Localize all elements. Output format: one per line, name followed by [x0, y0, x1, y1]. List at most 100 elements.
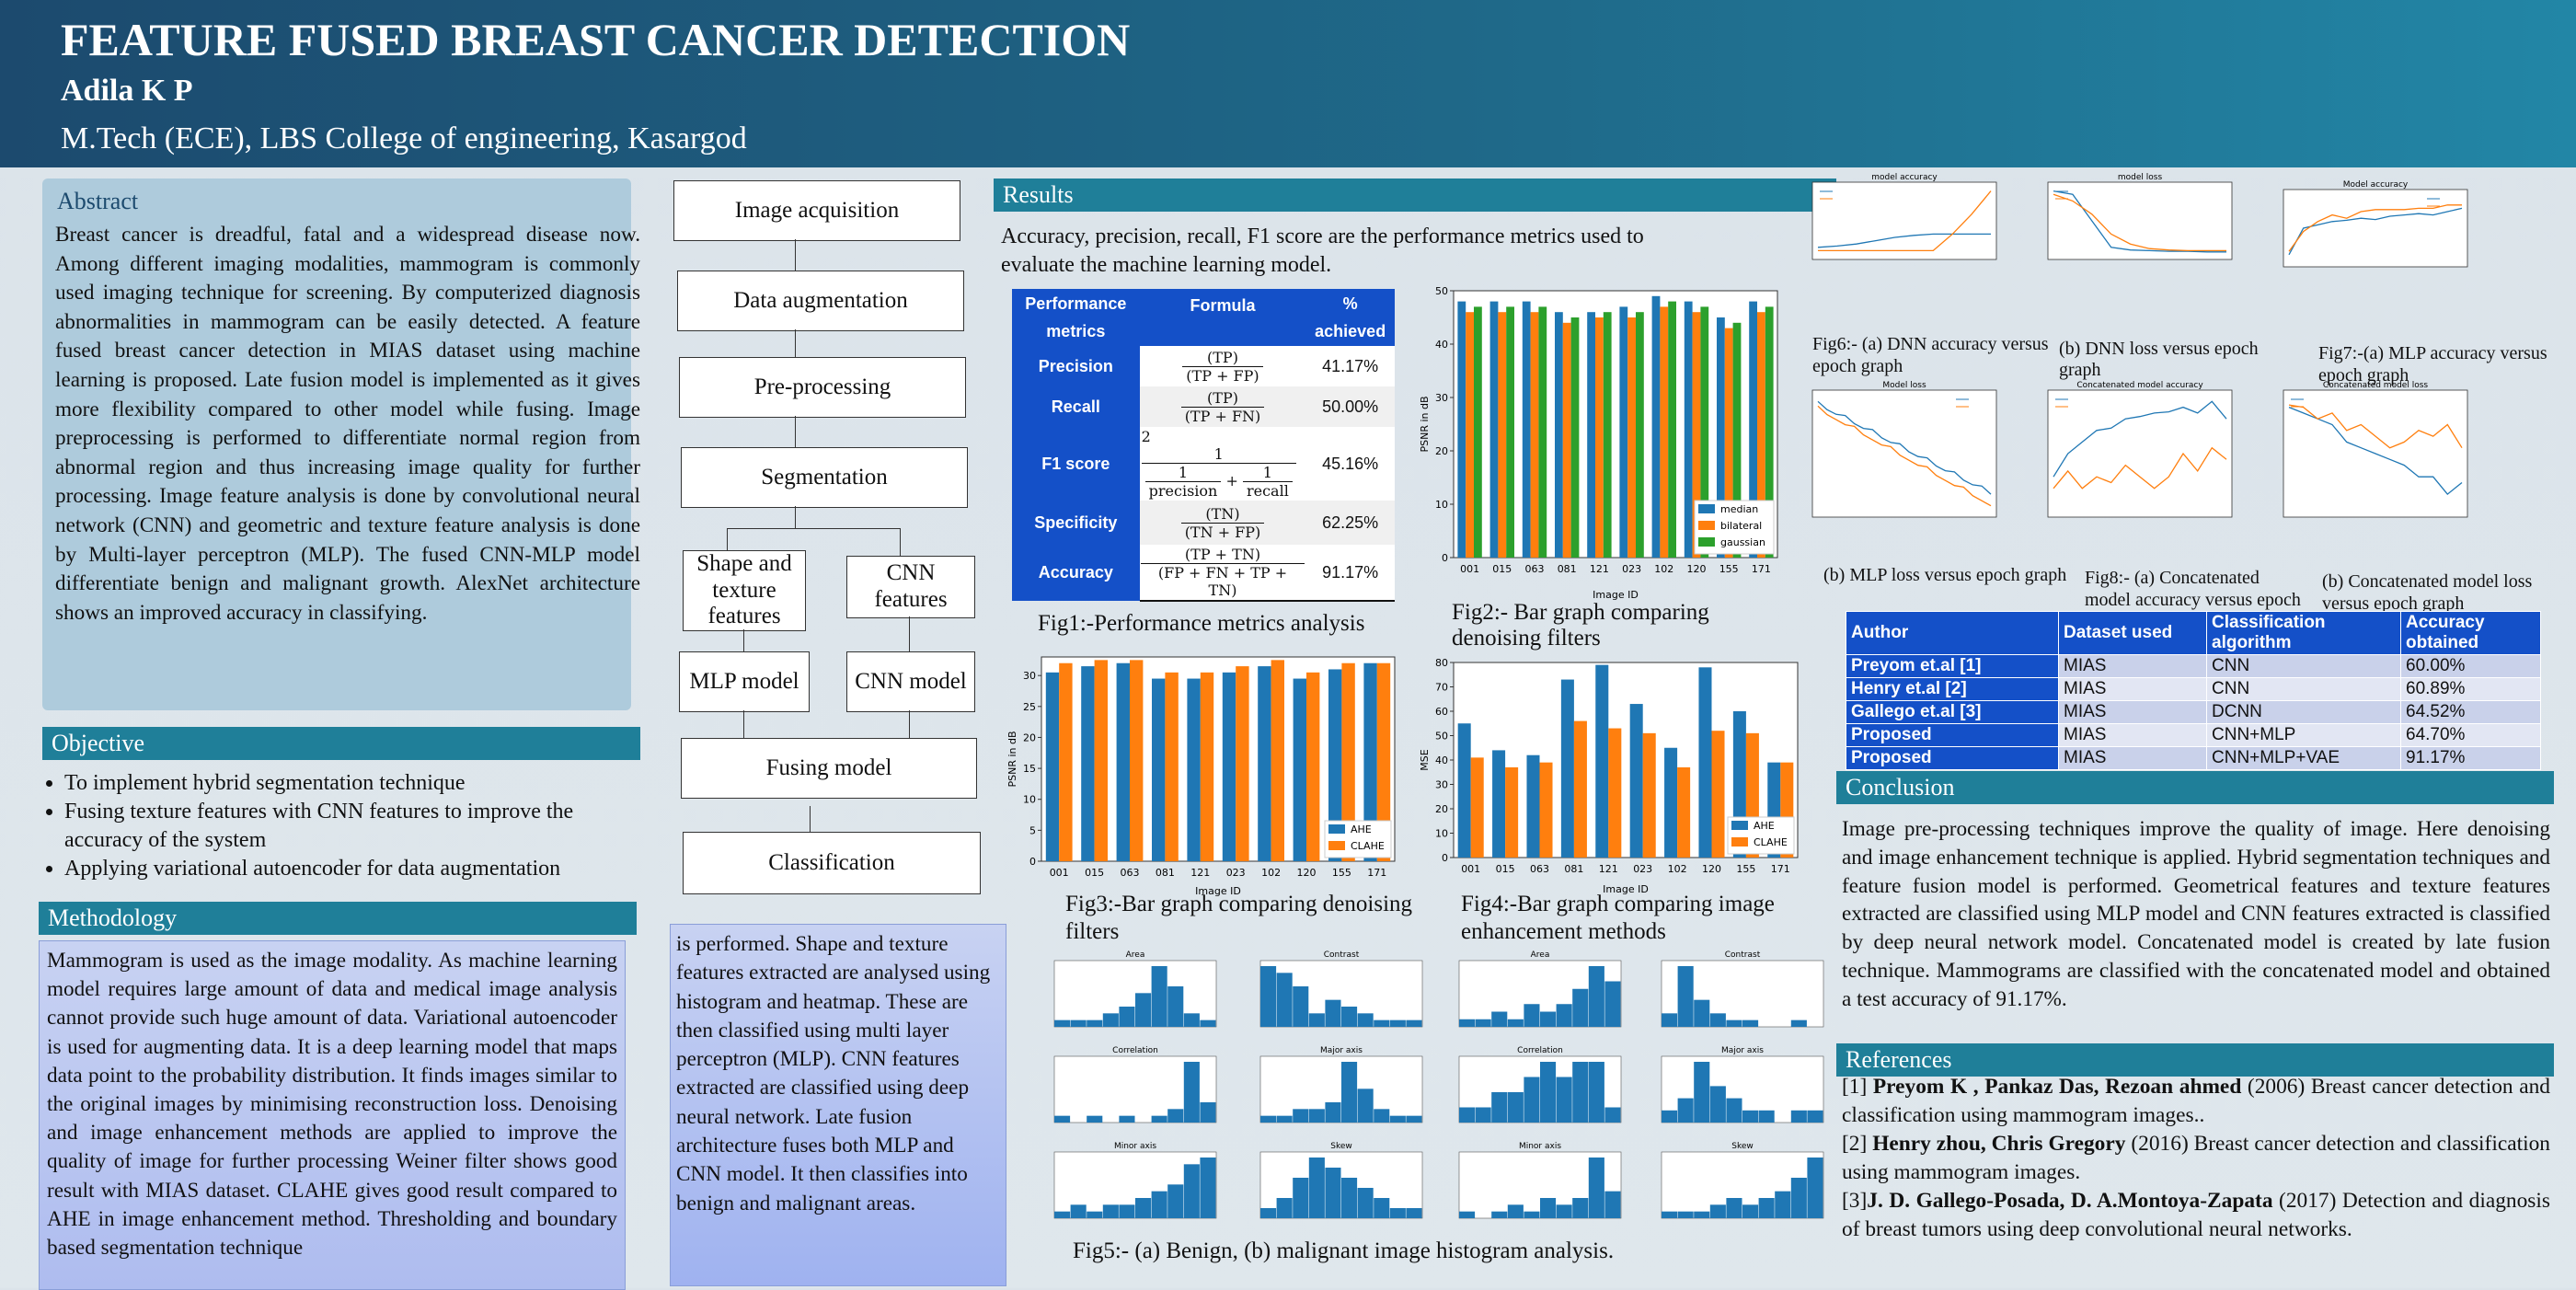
plot-line — [2053, 446, 2227, 490]
histogram-bar — [1389, 1208, 1406, 1218]
flow-image-acquisition: Image acquisition — [673, 180, 960, 241]
perf-value: 50.00% — [1305, 386, 1395, 427]
bar — [1116, 662, 1130, 861]
bar — [1608, 728, 1622, 858]
bar — [1530, 312, 1539, 558]
histogram-bar — [1790, 1019, 1807, 1027]
formula-num: (TP) — [1182, 349, 1263, 367]
y-tick-label: 20 — [1435, 445, 1448, 457]
x-tick-label: 121 — [1599, 863, 1618, 875]
poster-title: FEATURE FUSED BREAST CANCER DETECTION — [61, 14, 1131, 65]
histogram-bar — [1308, 1158, 1325, 1218]
bar — [1306, 672, 1320, 861]
plot-line — [2288, 204, 2462, 252]
histogram-bar — [1694, 1211, 1710, 1218]
bar — [1757, 312, 1765, 558]
flow-data-augmentation: Data augmentation — [677, 271, 964, 331]
histogram-bar — [1389, 1019, 1406, 1027]
histogram-bar — [1200, 1158, 1216, 1218]
comparison-table: Author Dataset used Classification algor… — [1846, 611, 2541, 770]
formula-precision: precision — [1148, 482, 1218, 500]
y-tick-label: 50 — [1435, 285, 1448, 297]
bar — [1668, 301, 1676, 558]
histogram-bar — [1374, 1198, 1390, 1218]
formula-num: (TP) — [1180, 389, 1265, 408]
histogram-bar — [1406, 1019, 1422, 1027]
objective-heading: Objective — [42, 727, 640, 760]
plot-line — [1817, 405, 1992, 507]
histogram-bar — [1293, 1109, 1309, 1123]
histogram-bar — [1341, 1178, 1358, 1218]
histogram-bar — [1807, 1158, 1823, 1218]
histogram-bar — [1709, 1204, 1726, 1218]
histogram-bar — [1119, 1204, 1135, 1218]
legend-label: median — [1720, 503, 1758, 515]
histogram: Correlation — [1458, 1046, 1622, 1123]
bar — [1570, 317, 1580, 558]
histogram-bar — [1183, 1062, 1200, 1123]
x-tick-label: 015 — [1492, 563, 1512, 575]
plot-title: Model accuracy — [2343, 180, 2409, 190]
y-tick-label: 0 — [1442, 852, 1448, 864]
cmp-head: Dataset used — [2058, 611, 2207, 655]
histogram-bar — [1726, 1198, 1742, 1218]
x-tick-label: 120 — [1702, 863, 1721, 875]
histogram-bar — [1308, 1013, 1325, 1027]
bar — [1562, 322, 1571, 558]
formula-one: 1 — [1144, 464, 1222, 482]
histogram-bar — [1308, 1109, 1325, 1123]
histogram-bar — [1389, 1115, 1406, 1123]
histogram-bar — [1341, 1062, 1358, 1123]
bar — [1539, 762, 1553, 858]
histogram-bar — [1406, 1208, 1422, 1218]
y-axis-label: MSE — [1419, 749, 1431, 770]
plot-line — [1817, 233, 1991, 248]
x-tick-label: 063 — [1525, 563, 1545, 575]
x-tick-label: 081 — [1564, 863, 1583, 875]
histogram-bar — [1540, 1198, 1557, 1218]
x-tick-label: 015 — [1085, 867, 1104, 879]
histogram-bar — [1054, 1211, 1071, 1218]
histogram-bar — [1491, 1211, 1508, 1218]
legend-label: CLAHE — [1351, 840, 1385, 852]
bar — [1152, 678, 1166, 861]
formula-plus: + — [1225, 472, 1238, 490]
histogram-bar — [1572, 1062, 1589, 1123]
histogram-title: Skew — [1330, 1142, 1352, 1151]
formula-den: (TP + FN) — [1184, 407, 1261, 425]
histogram-bar — [1726, 1019, 1742, 1027]
x-axis-label: Image ID — [1603, 883, 1649, 894]
x-tick-label: 155 — [1736, 863, 1755, 875]
formula-recall: recall — [1246, 482, 1289, 500]
formula-two: 2 — [1141, 428, 1151, 445]
bar — [1470, 757, 1484, 858]
x-tick-label: 015 — [1496, 863, 1515, 875]
histogram-bar — [1151, 1191, 1167, 1218]
histogram-bar — [1662, 1013, 1678, 1027]
histogram-title: Contrast — [1725, 950, 1761, 960]
bar — [1627, 317, 1636, 558]
histogram-bar — [1540, 1062, 1557, 1123]
histogram-title: Minor axis — [1519, 1142, 1561, 1151]
bar — [1526, 754, 1540, 858]
x-axis-label: Image ID — [1593, 589, 1639, 600]
y-tick-label: 20 — [1435, 803, 1448, 815]
bar — [1222, 672, 1236, 861]
histogram-bar — [1135, 993, 1152, 1027]
histogram-bar — [1604, 1107, 1621, 1123]
y-tick-label: 5 — [1029, 824, 1036, 836]
bar — [1711, 731, 1725, 858]
histogram-bar — [1475, 1107, 1491, 1123]
x-tick-label: 102 — [1261, 867, 1281, 879]
x-tick-label: 121 — [1190, 867, 1210, 879]
histogram: Skew — [1661, 1142, 1824, 1219]
abstract-panel: Abstract Breast cancer is dreadful, fata… — [42, 179, 640, 710]
y-axis-label: PSNR in dB — [1006, 731, 1018, 787]
author-name: Adila K P — [61, 74, 193, 108]
methodology-panel: Mammogram is used as the image modality.… — [39, 940, 626, 1290]
x-tick-label: 171 — [1752, 563, 1771, 575]
x-tick-label: 155 — [1719, 563, 1739, 575]
histogram-bar — [1167, 1109, 1184, 1123]
histogram-bar — [1507, 1204, 1524, 1218]
x-tick-label: 001 — [1461, 863, 1480, 875]
